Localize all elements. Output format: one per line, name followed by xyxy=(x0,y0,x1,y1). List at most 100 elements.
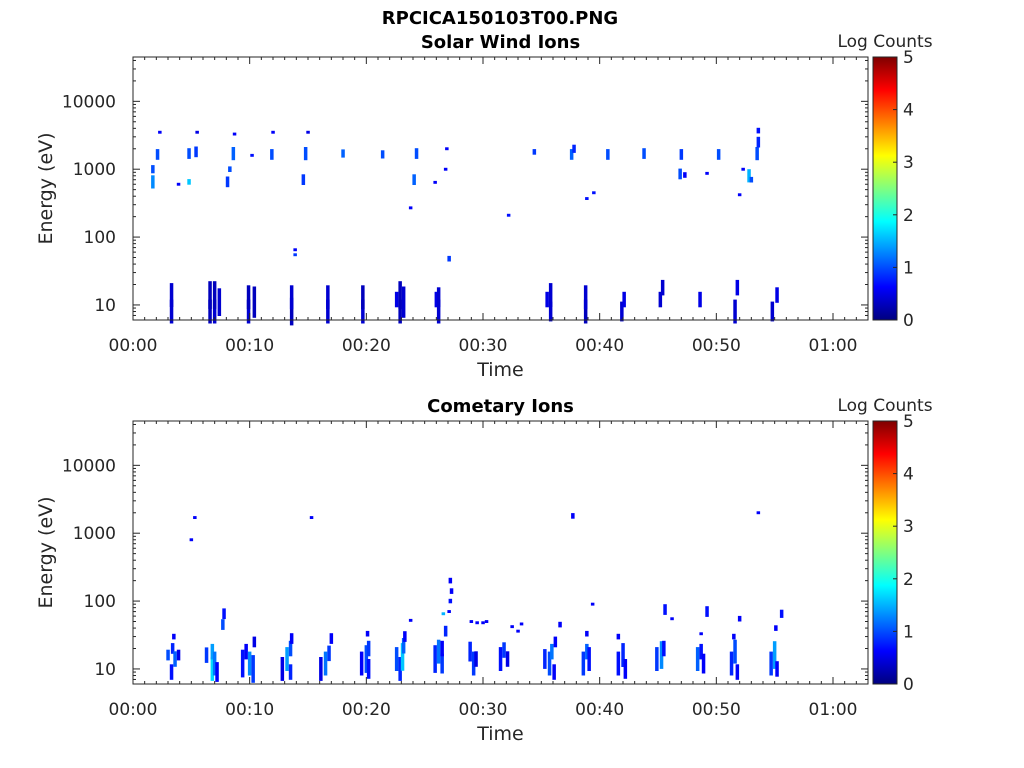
plot-area xyxy=(133,421,868,684)
plot-area xyxy=(133,57,868,320)
colorbar-tick-label: 0 xyxy=(903,311,914,331)
data-cell xyxy=(288,640,293,657)
data-cell xyxy=(232,132,237,136)
data-cell xyxy=(361,299,365,324)
data-cell xyxy=(642,148,646,159)
data-cell xyxy=(359,651,364,676)
data-cell xyxy=(172,633,176,640)
data-cell xyxy=(187,148,191,159)
axes-frame xyxy=(132,56,869,321)
data-cell xyxy=(401,286,406,318)
panel-title: Cometary Ions xyxy=(427,396,574,417)
data-cell xyxy=(547,651,552,676)
data-cell xyxy=(502,642,506,658)
data-cell xyxy=(592,191,596,195)
cometary-ions-panel: 00:00 00:10 00:20 00:30 00:40 00:50 01:0010100… xyxy=(35,396,933,745)
data-cell xyxy=(194,146,198,158)
data-cell xyxy=(176,182,181,186)
data-cell xyxy=(445,147,449,151)
data-cell xyxy=(585,643,589,660)
data-cell xyxy=(772,641,777,669)
data-cell xyxy=(252,286,257,318)
colorbar-frame xyxy=(872,420,898,685)
data-cell xyxy=(655,647,659,671)
data-cell xyxy=(440,653,444,674)
data-cell xyxy=(270,149,274,160)
data-cell xyxy=(246,299,251,324)
data-cell xyxy=(448,577,453,584)
data-cell xyxy=(552,664,556,680)
data-cell xyxy=(193,516,197,519)
data-cell xyxy=(716,149,721,160)
data-cell xyxy=(155,149,160,160)
y-tick-label: 100 xyxy=(84,228,116,248)
colorbar-tick-label: 4 xyxy=(903,465,914,485)
data-cell xyxy=(532,149,537,155)
x-axis-label: Time xyxy=(476,723,524,745)
data-cell xyxy=(585,630,589,637)
data-cell xyxy=(280,657,285,681)
data-cell xyxy=(660,279,665,296)
colorbar-label: Log Counts xyxy=(837,32,932,52)
data-cell xyxy=(250,153,254,157)
data-cell xyxy=(244,643,248,660)
colorbar xyxy=(873,421,897,684)
x-tick-label: 00:10 xyxy=(225,700,274,720)
data-cell xyxy=(436,639,441,664)
colorbar-tick-label: 5 xyxy=(903,48,914,68)
data-cell xyxy=(590,602,595,606)
data-cell xyxy=(398,299,402,324)
data-cell xyxy=(252,636,257,648)
data-cell xyxy=(327,645,331,662)
data-cell xyxy=(433,645,437,673)
data-cell xyxy=(293,248,297,252)
data-cell xyxy=(775,287,779,303)
data-cell xyxy=(443,167,448,171)
data-cell xyxy=(436,299,441,324)
data-cell xyxy=(212,281,217,309)
data-cell xyxy=(176,649,181,661)
data-cell xyxy=(543,649,547,669)
data-cell xyxy=(288,664,293,680)
data-cell xyxy=(770,301,775,322)
data-cell xyxy=(380,150,385,159)
data-cell xyxy=(365,630,370,637)
data-cell xyxy=(733,639,737,664)
data-cell xyxy=(475,621,479,625)
data-cell xyxy=(519,622,524,626)
colorbar-tick-label: 2 xyxy=(903,570,914,590)
data-cell xyxy=(412,174,416,185)
data-cell xyxy=(449,588,454,594)
data-cell xyxy=(228,166,232,172)
data-cell xyxy=(678,168,682,180)
data-cell xyxy=(659,641,664,669)
data-cell xyxy=(225,176,230,188)
x-tick-label: 00:20 xyxy=(342,336,391,356)
data-cell xyxy=(326,299,330,324)
data-cell xyxy=(210,657,215,681)
data-cell xyxy=(506,213,511,217)
data-cell xyxy=(747,169,751,183)
data-cell xyxy=(622,291,626,308)
data-cell xyxy=(210,643,215,660)
data-cell xyxy=(301,174,306,185)
data-cell xyxy=(756,136,761,148)
data-cell xyxy=(756,127,761,134)
data-cell xyxy=(498,647,503,671)
data-cell xyxy=(663,604,667,615)
data-cell xyxy=(212,299,217,324)
data-cell xyxy=(756,511,761,515)
data-cell xyxy=(271,130,275,134)
data-cell xyxy=(408,618,413,622)
data-cell xyxy=(516,629,520,633)
axes-frame xyxy=(132,420,869,685)
data-cell xyxy=(208,281,212,309)
data-cell xyxy=(481,621,485,625)
data-cell xyxy=(448,598,453,604)
colorbar-tick-label: 3 xyxy=(903,517,914,537)
data-cell xyxy=(361,285,365,310)
data-cell xyxy=(364,645,369,673)
data-cell xyxy=(701,653,706,674)
data-cell xyxy=(221,619,225,630)
